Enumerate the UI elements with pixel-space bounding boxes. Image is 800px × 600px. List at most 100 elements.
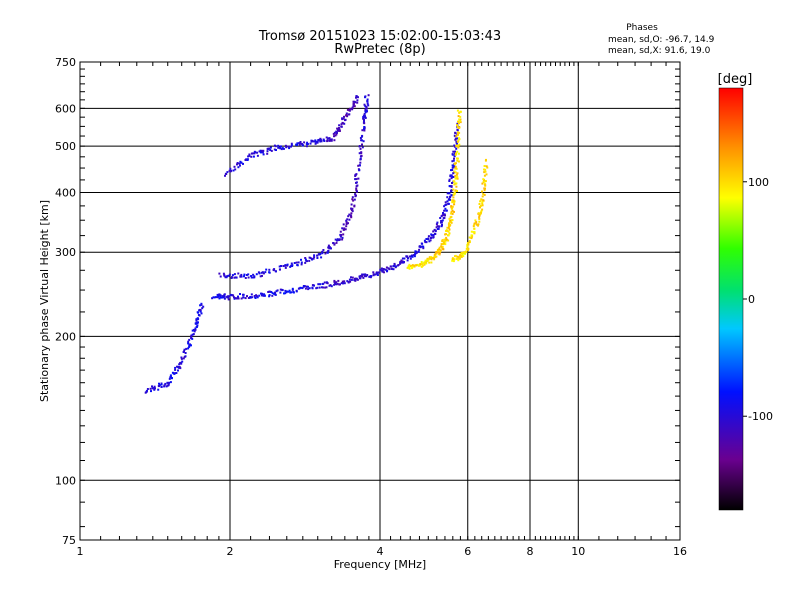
data-point [351,210,354,213]
data-point [340,282,343,285]
data-point [297,287,300,290]
data-point [277,146,280,149]
data-point [362,276,365,279]
data-point [438,246,441,249]
data-point [316,286,319,289]
data-point [298,143,301,146]
data-point [456,258,459,260]
data-point [247,155,250,158]
data-point [447,230,450,233]
x-tick-label: 1 [77,545,84,558]
data-point [333,135,335,138]
data-point [290,144,293,147]
data-point [462,255,465,258]
data-point [440,245,443,248]
data-point [223,295,226,298]
data-point [457,133,459,136]
data-point [154,387,156,390]
data-point [239,160,242,163]
data-point [451,182,453,184]
data-point [384,268,387,271]
data-point [448,185,451,188]
data-point [366,98,369,101]
data-point [456,137,459,140]
data-point [427,237,430,240]
data-point [355,181,358,184]
data-point [429,257,432,260]
data-point [351,198,354,201]
data-point [455,147,458,150]
data-point [451,201,454,204]
data-point [321,286,323,289]
data-point [425,238,428,240]
data-point [451,207,454,210]
data-point [187,342,190,345]
data-point [440,219,443,222]
data-point [295,290,298,293]
data-point [308,287,311,290]
data-point [450,194,453,197]
data-point [313,256,316,259]
data-point [397,264,400,266]
data-point [483,171,486,174]
data-point [227,274,230,277]
data-point [458,255,461,258]
data-point [315,141,318,143]
data-point [457,256,460,259]
data-point [300,263,303,266]
x-tick-label: 6 [464,545,471,558]
data-point [287,290,290,293]
data-point [233,276,236,279]
data-point [453,155,456,158]
data-point [452,165,455,168]
data-point [349,107,351,110]
y-tick-label: 200 [55,330,76,343]
data-point [485,165,488,168]
data-point [432,236,435,239]
data-point [350,276,352,279]
data-point [242,293,244,296]
data-point [389,265,392,268]
data-point [355,189,358,192]
data-point [196,317,199,320]
data-point [264,271,267,274]
data-point [444,207,447,210]
data-point [281,147,284,150]
data-point [271,292,274,295]
data-point [438,252,441,254]
data-point [234,168,237,171]
data-point [335,130,338,133]
data-point [362,114,365,117]
data-point [149,387,152,390]
data-point [270,291,273,293]
data-point [328,139,331,142]
colorbar-tick-label: 100 [748,176,769,189]
data-point [427,235,430,238]
data-point [383,268,386,271]
data-point [145,390,148,393]
data-point [304,261,307,264]
data-point [482,199,485,202]
data-point [426,260,429,263]
data-point [353,198,356,201]
data-point [475,221,478,224]
data-point [452,188,455,191]
data-point [451,219,454,222]
data-point [440,243,443,246]
data-point [360,151,363,154]
data-point [361,134,364,137]
data-point [421,264,424,267]
data-point [290,145,292,148]
data-point [287,145,290,148]
data-point [392,268,395,271]
data-point [290,262,293,265]
data-point [324,286,327,289]
data-point [442,213,445,216]
data-point [448,228,451,231]
data-point [407,257,409,260]
data-point [183,348,186,351]
data-point [153,385,156,388]
data-point [413,255,416,258]
data-point [363,118,365,121]
data-point [451,199,454,202]
